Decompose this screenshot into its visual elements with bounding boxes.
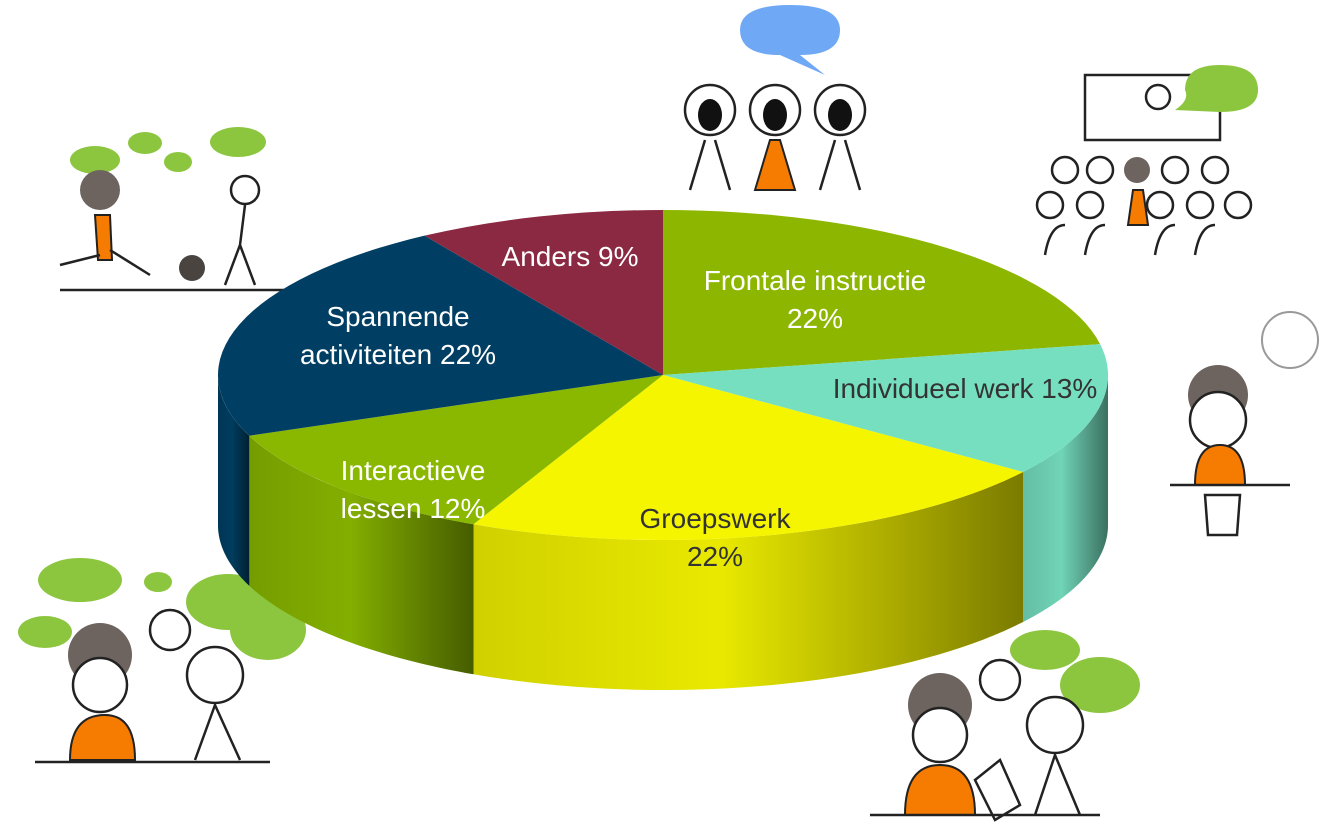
category-label: Spannende activiteiten bbox=[299, 301, 470, 370]
category-label: Individueel werk bbox=[832, 373, 1034, 404]
category-label: Frontale instructie bbox=[703, 265, 927, 296]
value-label: 22% bbox=[440, 339, 497, 370]
value-label: 9% bbox=[598, 241, 639, 272]
slice bbox=[218, 235, 663, 436]
slice-side-shade bbox=[1023, 375, 1108, 622]
slice-side-shade bbox=[473, 471, 1024, 690]
slice-label: Groepswerk 22% bbox=[610, 500, 820, 576]
slice-label: Anders 9% bbox=[470, 238, 670, 276]
slice-label: Spannende activiteiten 22% bbox=[268, 298, 528, 374]
slice-label: Frontale instructie 22% bbox=[695, 262, 935, 338]
value-label: 22% bbox=[786, 303, 844, 334]
slice-side-shade bbox=[249, 435, 474, 675]
slice-label: Individueel werk 13% bbox=[830, 370, 1100, 408]
slice bbox=[424, 210, 663, 375]
slice bbox=[663, 344, 1108, 472]
value-label: 13% bbox=[1041, 373, 1098, 404]
category-label: Interactieve lessen bbox=[340, 455, 486, 524]
slice bbox=[249, 375, 664, 525]
slice bbox=[663, 210, 1101, 375]
value-label: 12% bbox=[429, 493, 486, 524]
category-label: Anders bbox=[501, 241, 591, 272]
pie bbox=[218, 210, 1108, 690]
slice-label: Interactieve lessen 12% bbox=[308, 452, 518, 528]
slice-side-shade bbox=[218, 375, 250, 586]
value-label: 22% bbox=[686, 541, 744, 572]
illustrations bbox=[18, 5, 1319, 822]
category-label: Groepswerk bbox=[639, 503, 791, 534]
slice bbox=[473, 375, 1024, 540]
